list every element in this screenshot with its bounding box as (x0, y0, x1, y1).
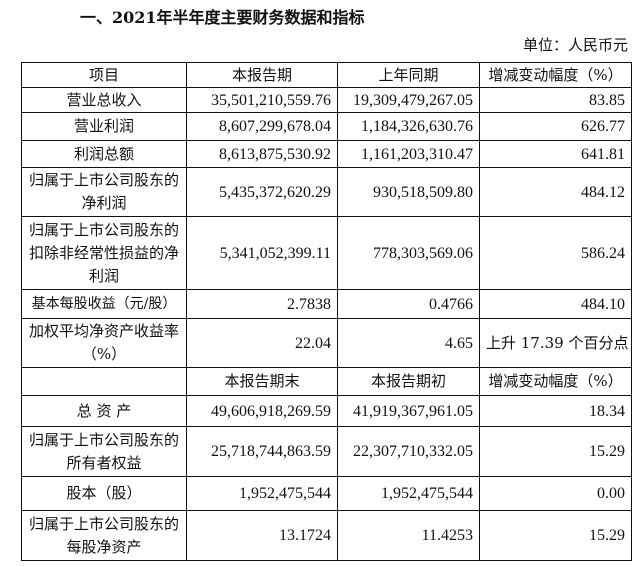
change-value: 15.29 (479, 510, 632, 561)
header-change-pct: 增减变动幅度（%） (479, 62, 632, 88)
financial-data-table: 项目 本报告期 上年同期 增减变动幅度（%） 营业总收入 35,501,210,… (21, 62, 632, 561)
table-header-row: 项目 本报告期 上年同期 增减变动幅度（%） (21, 62, 632, 88)
change-value: 0.00 (479, 476, 632, 511)
table-row: 总 资 产 49,606,918,269.59 41,919,367,961.0… (21, 395, 632, 427)
table-row: 利润总额 8,613,875,530.92 1,161,203,310.47 6… (21, 140, 632, 168)
row-label: 加权平均净资产收益率（%） (21, 318, 187, 368)
table-row: 归属于上市公司股东的每股净资产 13.1724 11.4253 15.29 (21, 510, 632, 561)
header-prior-period: 上年同期 (337, 62, 480, 88)
current-value: 22.04 (186, 318, 338, 368)
change-value: 641.81 (479, 140, 632, 168)
header-change-pct: 增减变动幅度（%） (479, 367, 632, 396)
change-value: 586.24 (479, 216, 632, 290)
prior-value: 11.4253 (337, 510, 480, 561)
table-row: 基本每股收益（元/股） 2.7838 0.4766 484.10 (21, 289, 632, 319)
change-value: 18.34 (479, 395, 632, 427)
row-label: 基本每股收益（元/股） (21, 289, 187, 319)
change-value: 15.29 (479, 426, 632, 477)
current-value: 8,613,875,530.92 (186, 140, 338, 168)
current-value: 5,341,052,399.11 (186, 216, 338, 290)
change-value: 626.77 (479, 112, 632, 141)
header-period-start: 本报告期初 (337, 367, 480, 396)
prior-value: 1,184,326,630.76 (337, 112, 480, 141)
currency-unit-label: 单位：人民币元 (522, 36, 628, 54)
row-label: 归属于上市公司股东的每股净资产 (21, 510, 187, 561)
prior-value: 41,919,367,961.05 (337, 395, 480, 427)
current-value: 8,607,299,678.04 (186, 112, 338, 141)
change-value: 484.12 (479, 167, 632, 217)
prior-value: 1,161,203,310.47 (337, 140, 480, 168)
header-current-period: 本报告期 (186, 62, 338, 88)
prior-value: 19,309,479,267.05 (337, 87, 480, 113)
header-period-end: 本报告期末 (186, 367, 338, 396)
prior-value: 0.4766 (337, 289, 480, 319)
table-row: 营业总收入 35,501,210,559.76 19,309,479,267.0… (21, 87, 632, 113)
current-value: 13.1724 (186, 510, 338, 561)
row-label: 营业总收入 (21, 87, 187, 113)
row-label: 归属于上市公司股东的扣除非经常性损益的净利润 (21, 216, 187, 290)
table-row: 归属于上市公司股东的净利润 5,435,372,620.29 930,518,5… (21, 167, 632, 217)
table-subheader-row: 本报告期末 本报告期初 增减变动幅度（%） (21, 367, 632, 396)
header-item: 项目 (21, 62, 187, 88)
row-label: 利润总额 (21, 140, 187, 168)
row-label: 营业利润 (21, 112, 187, 141)
table-row: 归属于上市公司股东的所有者权益 25,718,744,863.59 22,307… (21, 426, 632, 477)
table-row: 股本（股） 1,952,475,544 1,952,475,544 0.00 (21, 476, 632, 511)
prior-value: 1,952,475,544 (337, 476, 480, 511)
section-title: 一、2021年半年度主要财务数据和指标 (80, 8, 365, 27)
prior-value: 778,303,569.06 (337, 216, 480, 290)
current-value: 2.7838 (186, 289, 338, 319)
change-value: 484.10 (479, 289, 632, 319)
current-value: 49,606,918,269.59 (186, 395, 338, 427)
change-value: 上升 17.39 个百分点 (479, 318, 632, 368)
row-label: 股本（股） (21, 476, 187, 511)
change-value: 83.85 (479, 87, 632, 113)
row-label: 归属于上市公司股东的所有者权益 (21, 426, 187, 477)
current-value: 25,718,744,863.59 (186, 426, 338, 477)
current-value: 1,952,475,544 (186, 476, 338, 511)
row-label: 归属于上市公司股东的净利润 (21, 167, 187, 217)
prior-value: 4.65 (337, 318, 480, 368)
prior-value: 930,518,509.80 (337, 167, 480, 217)
table-row: 加权平均净资产收益率（%） 22.04 4.65 上升 17.39 个百分点 (21, 318, 632, 368)
row-label: 总 资 产 (21, 395, 187, 427)
current-value: 5,435,372,620.29 (186, 167, 338, 217)
current-value: 35,501,210,559.76 (186, 87, 338, 113)
prior-value: 22,307,710,332.05 (337, 426, 480, 477)
table-row: 营业利润 8,607,299,678.04 1,184,326,630.76 6… (21, 112, 632, 141)
table-row: 归属于上市公司股东的扣除非经常性损益的净利润 5,341,052,399.11 … (21, 216, 632, 290)
header-item-blank (21, 367, 187, 396)
